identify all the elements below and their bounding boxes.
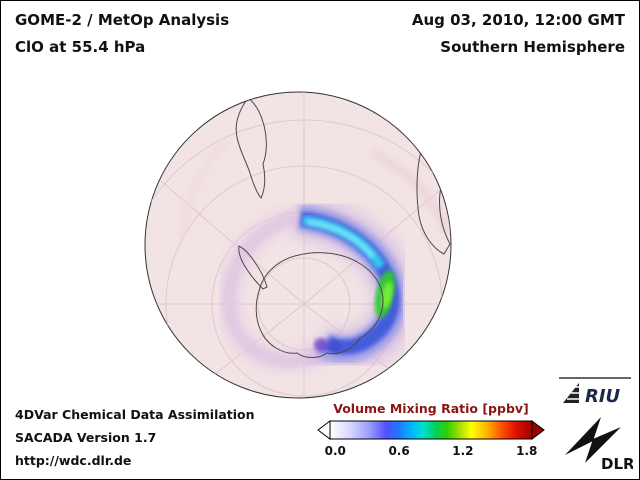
colorbar-title: Volume Mixing Ratio [ppbv] xyxy=(333,401,529,416)
footer-line-1: 4DVar Chemical Data Assimilation xyxy=(15,407,255,422)
continent-antarctica xyxy=(255,252,384,358)
dlr-mark-icon xyxy=(565,417,621,463)
footer-line-2: SACADA Version 1.7 xyxy=(15,430,157,445)
header-right: Aug 03, 2010, 12:00 GMT Southern Hemisph… xyxy=(412,13,625,55)
colorbar-gradient xyxy=(329,420,533,440)
riu-mark-icon xyxy=(563,383,579,403)
clo-plume xyxy=(294,195,417,374)
coastlines xyxy=(235,97,451,358)
riu-logo: RIU xyxy=(559,377,631,405)
colorbar-tick: 0.6 xyxy=(388,444,410,458)
colorbar-right-arrow xyxy=(531,420,545,440)
header-left: GOME-2 / MetOp Analysis ClO at 55.4 hPa xyxy=(15,13,229,55)
colorbar xyxy=(317,420,545,440)
continent-africa xyxy=(416,140,451,255)
continent-south-america xyxy=(235,97,267,199)
antarctic-peninsula xyxy=(238,245,268,290)
faint-ripples xyxy=(179,138,451,238)
colorbar-ticks: 0.0 0.6 1.2 1.8 xyxy=(317,444,545,458)
plot-title: GOME-2 / MetOp Analysis xyxy=(15,11,230,29)
colorbar-tick: 0.0 xyxy=(324,444,346,458)
hemisphere-label: Southern Hemisphere xyxy=(440,38,625,56)
timestamp: Aug 03, 2010, 12:00 GMT xyxy=(411,11,625,29)
colorbar-left-arrow xyxy=(317,420,331,440)
footer-line-3: http://wdc.dlr.de xyxy=(15,453,132,468)
plot-subtitle: ClO at 55.4 hPa xyxy=(15,38,146,56)
riu-logo-text: RIU xyxy=(585,386,621,405)
dlr-logo-text: DLR xyxy=(601,455,633,473)
footer-left: 4DVar Chemical Data Assimilation SACADA … xyxy=(15,403,255,472)
clo-plume-halo-ring xyxy=(215,204,328,374)
colorbar-tick: 1.2 xyxy=(452,444,474,458)
dlr-logo: DLR xyxy=(565,417,633,473)
colorbar-tick: 1.8 xyxy=(516,444,538,458)
